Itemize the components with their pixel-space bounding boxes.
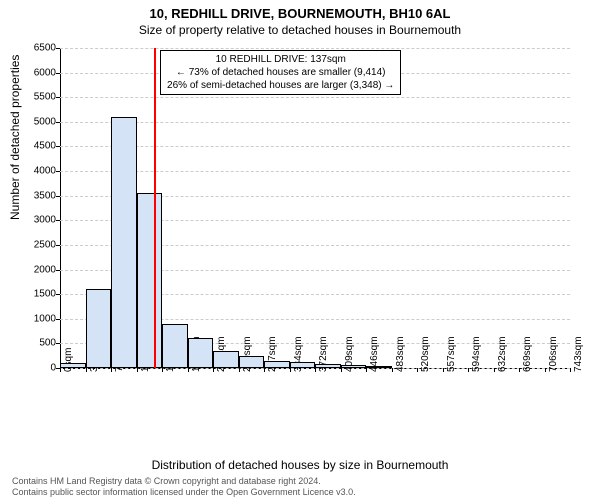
- y-tick-label: 3500: [34, 190, 60, 201]
- chart-container: 10, REDHILL DRIVE, BOURNEMOUTH, BH10 6AL…: [0, 0, 600, 500]
- y-tick-label: 0: [50, 363, 60, 374]
- y-tick-label: 5000: [34, 116, 60, 127]
- histogram-bar: [341, 365, 367, 368]
- x-tick-mark: [519, 368, 520, 372]
- x-tick-label: 669sqm: [522, 336, 533, 372]
- x-tick-mark: [315, 368, 316, 372]
- x-tick-mark: [570, 368, 571, 372]
- x-tick-mark: [366, 368, 367, 372]
- grid-line: [60, 122, 570, 123]
- histogram-bar: [162, 324, 188, 368]
- x-tick-mark: [188, 368, 189, 372]
- histogram-bar: [137, 193, 163, 368]
- y-tick-label: 2000: [34, 264, 60, 275]
- x-tick-mark: [264, 368, 265, 372]
- histogram-bar: [315, 364, 341, 368]
- grid-line: [60, 146, 570, 147]
- x-tick-label: 594sqm: [471, 336, 482, 372]
- x-tick-mark: [545, 368, 546, 372]
- footer-line-2: Contains public sector information licen…: [12, 487, 356, 497]
- chart-subtitle: Size of property relative to detached ho…: [0, 21, 600, 37]
- x-tick-mark: [290, 368, 291, 372]
- y-tick-label: 6500: [34, 43, 60, 54]
- annotation-line: 26% of semi-detached houses are larger (…: [167, 79, 394, 92]
- footer-line-1: Contains HM Land Registry data © Crown c…: [12, 476, 321, 486]
- x-tick-mark: [111, 368, 112, 372]
- x-tick-mark: [494, 368, 495, 372]
- histogram-bar: [188, 338, 214, 368]
- grid-line: [60, 171, 570, 172]
- histogram-bar: [366, 366, 392, 368]
- x-tick-label: 743sqm: [573, 336, 584, 372]
- chart-inner: 0500100015002000250030003500400045005000…: [60, 48, 570, 368]
- y-tick-label: 4000: [34, 166, 60, 177]
- annotation-line: 10 REDHILL DRIVE: 137sqm: [167, 53, 394, 66]
- x-axis-label: Distribution of detached houses by size …: [0, 458, 600, 472]
- y-tick-label: 1500: [34, 289, 60, 300]
- x-tick-mark: [417, 368, 418, 372]
- x-tick-mark: [341, 368, 342, 372]
- histogram-bar: [213, 351, 239, 368]
- y-tick-label: 5500: [34, 92, 60, 103]
- annotation-box: 10 REDHILL DRIVE: 137sqm← 73% of detache…: [160, 50, 401, 95]
- plot-area: 0500100015002000250030003500400045005000…: [60, 48, 570, 408]
- x-tick-mark: [392, 368, 393, 372]
- annotation-line: ← 73% of detached houses are smaller (9,…: [167, 66, 394, 79]
- histogram-bar: [111, 117, 137, 368]
- x-tick-label: 0sqm: [63, 348, 74, 372]
- y-tick-label: 3000: [34, 215, 60, 226]
- histogram-bar: [60, 363, 86, 368]
- histogram-bar: [290, 362, 316, 368]
- grid-line: [60, 48, 570, 49]
- chart-title: 10, REDHILL DRIVE, BOURNEMOUTH, BH10 6AL: [0, 0, 600, 21]
- y-axis-label: Number of detached properties: [8, 55, 22, 220]
- x-tick-mark: [443, 368, 444, 372]
- reference-line: [154, 48, 156, 368]
- x-tick-mark: [162, 368, 163, 372]
- histogram-bar: [264, 361, 290, 368]
- x-tick-label: 557sqm: [446, 336, 457, 372]
- x-tick-mark: [86, 368, 87, 372]
- x-tick-label: 632sqm: [497, 336, 508, 372]
- y-tick-label: 4500: [34, 141, 60, 152]
- y-axis-line: [60, 48, 61, 368]
- x-tick-mark: [239, 368, 240, 372]
- histogram-bar: [239, 356, 265, 368]
- grid-line: [60, 97, 570, 98]
- x-tick-label: 520sqm: [420, 336, 431, 372]
- x-tick-mark: [137, 368, 138, 372]
- x-tick-mark: [213, 368, 214, 372]
- x-tick-label: 706sqm: [548, 336, 559, 372]
- x-tick-mark: [468, 368, 469, 372]
- x-tick-mark: [60, 368, 61, 372]
- y-tick-label: 1000: [34, 313, 60, 324]
- histogram-bar: [86, 289, 112, 368]
- y-tick-label: 6000: [34, 67, 60, 78]
- y-tick-label: 2500: [34, 239, 60, 250]
- y-tick-label: 500: [39, 338, 60, 349]
- x-tick-label: 483sqm: [395, 336, 406, 372]
